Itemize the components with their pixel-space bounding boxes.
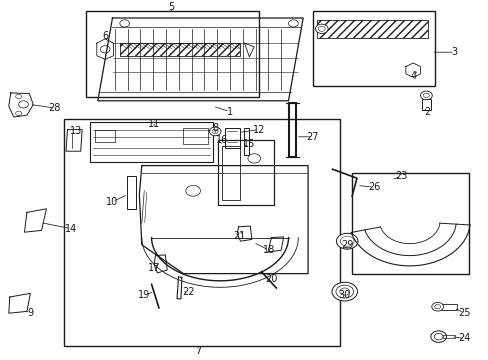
Text: 26: 26 (367, 182, 380, 192)
Text: 19: 19 (138, 290, 150, 300)
Text: 20: 20 (264, 274, 277, 284)
Circle shape (209, 127, 221, 136)
Circle shape (100, 46, 110, 53)
Text: 14: 14 (64, 224, 77, 234)
Text: 17: 17 (147, 263, 160, 273)
Circle shape (434, 305, 440, 309)
Circle shape (423, 93, 428, 98)
Circle shape (433, 333, 442, 340)
Circle shape (16, 94, 21, 99)
Bar (90, 122, 212, 162)
Text: 5: 5 (168, 2, 174, 12)
Text: 2: 2 (424, 107, 430, 117)
Bar (217, 140, 273, 205)
Text: 24: 24 (457, 333, 470, 343)
Bar (222, 146, 239, 200)
Circle shape (335, 285, 353, 298)
Text: 29: 29 (340, 240, 353, 250)
Bar (217, 140, 273, 205)
Text: 6: 6 (102, 31, 108, 41)
Circle shape (247, 154, 260, 163)
Bar (288, 103, 295, 157)
Circle shape (336, 233, 357, 249)
Text: 28: 28 (48, 103, 61, 113)
Circle shape (430, 331, 446, 342)
Bar (351, 173, 468, 274)
Bar (421, 99, 430, 110)
Circle shape (315, 24, 327, 33)
Circle shape (318, 26, 325, 31)
Text: 22: 22 (182, 287, 194, 297)
Circle shape (212, 129, 218, 134)
Circle shape (288, 20, 298, 27)
Text: 16: 16 (216, 135, 228, 145)
Circle shape (19, 101, 28, 108)
Bar (120, 43, 239, 56)
Text: 8: 8 (212, 123, 218, 133)
Bar (183, 128, 207, 144)
Bar (224, 128, 239, 148)
Bar (437, 304, 456, 310)
Text: 23: 23 (394, 171, 407, 181)
Bar (442, 335, 454, 338)
Bar (312, 11, 434, 86)
Text: 3: 3 (451, 47, 457, 57)
Text: 10: 10 (106, 197, 119, 207)
Text: 13: 13 (69, 126, 82, 136)
Text: 4: 4 (409, 71, 415, 81)
Bar (85, 11, 259, 97)
Text: 1: 1 (226, 107, 232, 117)
Bar (63, 119, 339, 346)
Bar (243, 128, 249, 155)
Circle shape (340, 236, 353, 246)
Circle shape (339, 288, 349, 295)
Circle shape (16, 111, 21, 116)
Text: 7: 7 (195, 346, 201, 356)
Text: 15: 15 (243, 139, 255, 149)
Bar (127, 176, 136, 209)
Text: 18: 18 (262, 245, 275, 255)
Bar (316, 20, 427, 38)
Bar (120, 43, 239, 56)
Bar (95, 130, 115, 142)
Text: 12: 12 (252, 125, 265, 135)
Circle shape (420, 91, 431, 100)
Circle shape (431, 302, 443, 311)
Text: 21: 21 (233, 231, 245, 241)
Text: 25: 25 (457, 308, 470, 318)
Circle shape (331, 282, 357, 301)
Text: 30: 30 (338, 290, 350, 300)
Text: 11: 11 (147, 119, 160, 129)
Text: 27: 27 (306, 132, 319, 142)
Bar (316, 20, 427, 38)
Text: 9: 9 (27, 308, 33, 318)
Circle shape (185, 185, 200, 196)
Circle shape (120, 20, 129, 27)
